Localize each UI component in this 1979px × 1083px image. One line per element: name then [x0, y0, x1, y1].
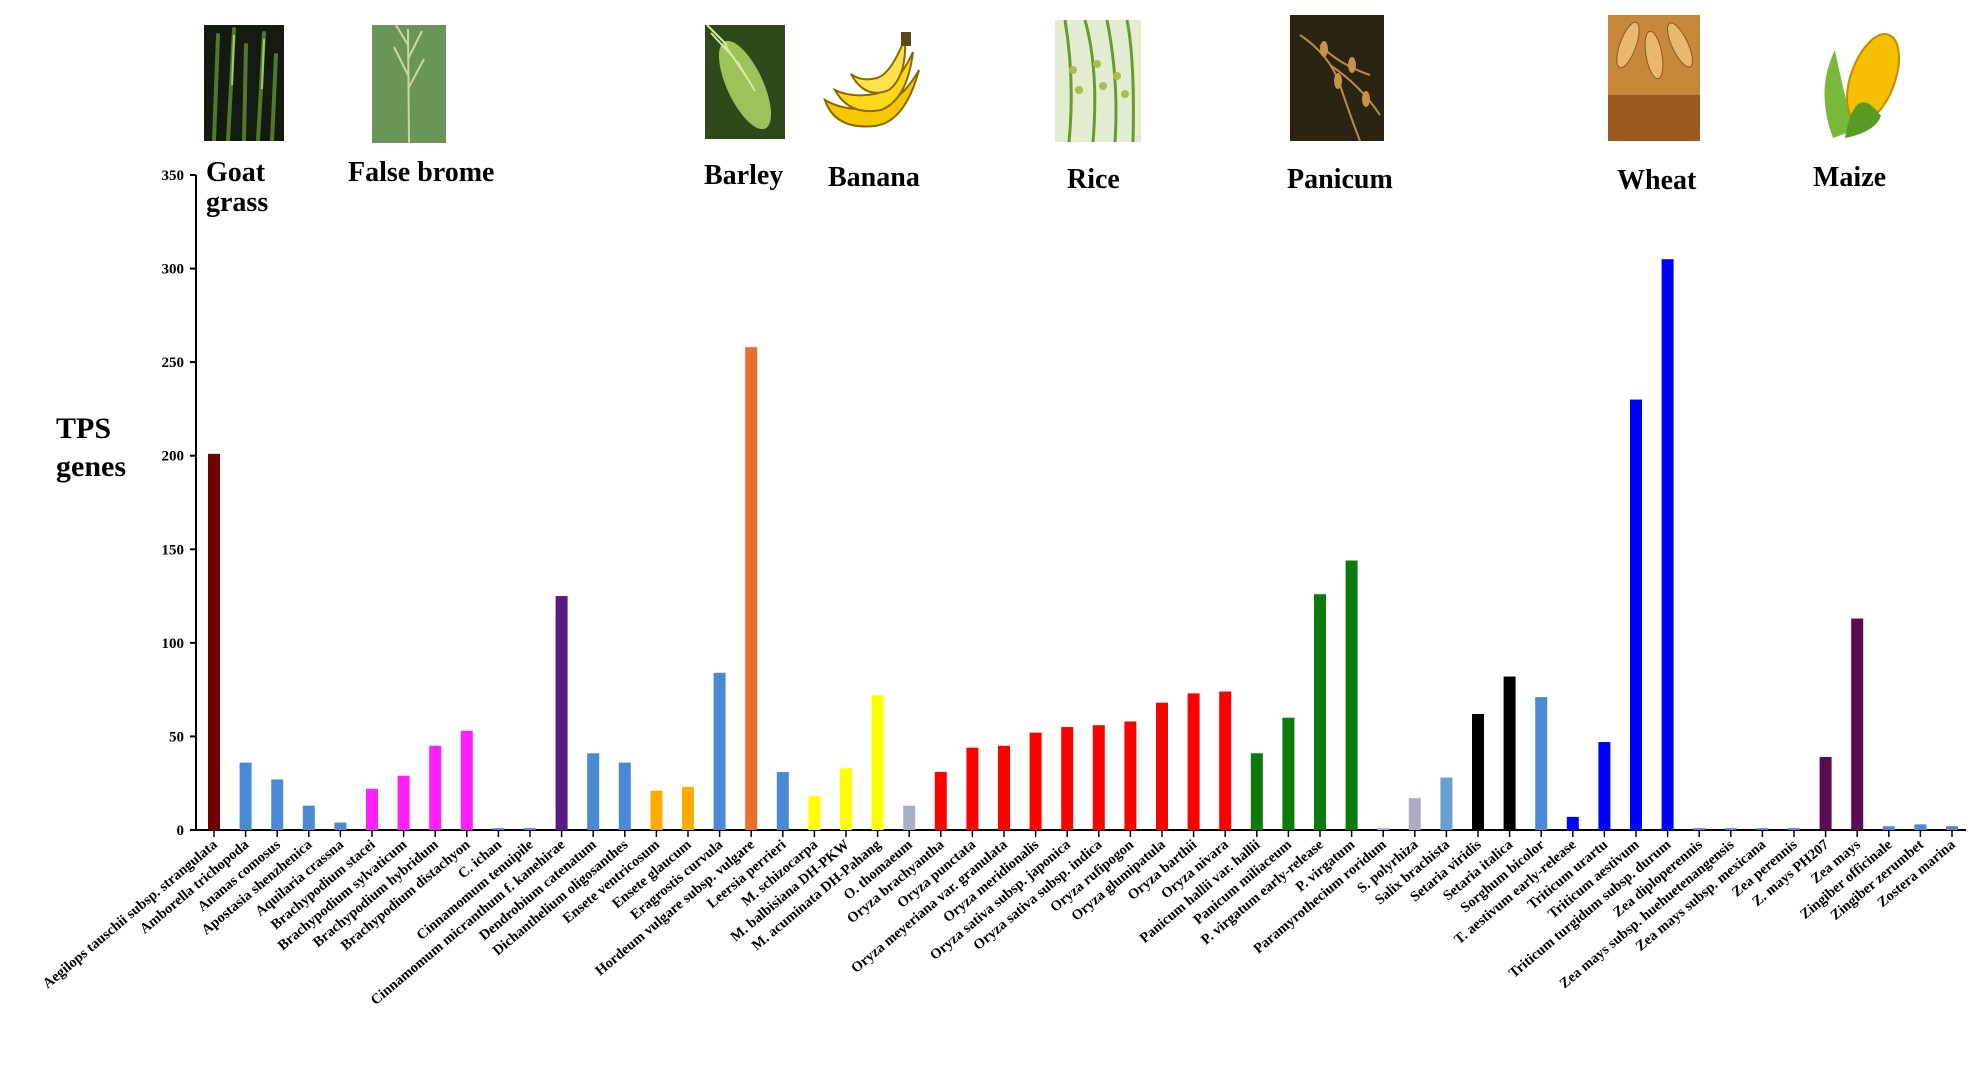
bar: [524, 828, 536, 830]
group-label-wheat: Wheat: [1617, 165, 1697, 196]
bar: [934, 771, 947, 830]
bar: [208, 453, 220, 830]
bar: [366, 788, 378, 830]
bar: [239, 762, 252, 830]
x-tick-labels: Aegilops tauschii subsp. strangulataAmbo…: [40, 830, 1959, 1009]
bar: [682, 786, 694, 830]
bar: [1440, 777, 1453, 830]
bar: [397, 775, 410, 830]
bar: [1408, 798, 1421, 830]
bar: [808, 796, 821, 830]
y-tick-label: 200: [162, 449, 185, 465]
bar: [840, 768, 852, 830]
y-tick-label: 50: [169, 729, 184, 745]
bar: [1061, 727, 1074, 830]
bar: [1282, 717, 1295, 830]
rice-photo: [1055, 20, 1141, 142]
bar: [1788, 828, 1800, 830]
banana-photo: [823, 32, 920, 128]
y-ticks: 0 50 100 150 200 250 300 350: [162, 168, 196, 839]
bar: [302, 805, 315, 830]
bar: [1661, 259, 1674, 830]
wheat-photo: [1608, 15, 1700, 141]
bar: [650, 790, 663, 830]
bar: [776, 771, 789, 830]
bar: [1946, 826, 1958, 830]
bar: [1219, 691, 1232, 830]
bar: [1851, 618, 1864, 830]
group-label-rice: Rice: [1067, 164, 1120, 195]
group-label-panicum: Panicum: [1287, 164, 1393, 195]
bar: [998, 745, 1010, 830]
bar: [1503, 676, 1516, 830]
y-tick-label: 300: [162, 262, 185, 278]
group-label-barley: Barley: [704, 160, 784, 191]
bar: [1092, 725, 1105, 830]
y-tick-label: 0: [177, 823, 185, 839]
bar: [334, 822, 347, 830]
bar: [1566, 816, 1579, 830]
bar: [1314, 594, 1326, 830]
bar: [555, 596, 568, 830]
x-tick-label: Aegilops tauschii subsp. strangulata: [40, 836, 221, 992]
bars: [208, 259, 1958, 830]
bar: [1724, 828, 1737, 830]
y-tick-label: 100: [162, 636, 185, 652]
bar: [1914, 824, 1927, 830]
maize-photo: [1824, 33, 1900, 138]
bar: [1472, 713, 1484, 830]
group-label-maize: Maize: [1813, 162, 1887, 193]
group-label-goat-grass: Goat grass: [206, 157, 269, 218]
bar: [1156, 702, 1168, 830]
y-tick-label: 250: [162, 355, 185, 371]
bar: [1345, 560, 1358, 830]
bar: [1598, 742, 1611, 830]
bar: [1630, 399, 1642, 830]
panicum-photo: [1290, 15, 1384, 141]
bar: [903, 805, 916, 830]
y-tick-label: 150: [162, 542, 185, 558]
y-tick-label: 350: [162, 168, 185, 184]
goat-grass-photo: [204, 25, 284, 141]
bar: [1124, 721, 1137, 830]
barley-photo: [705, 25, 785, 139]
bar: [1693, 828, 1706, 830]
bar: [492, 828, 505, 830]
group-label-banana: Banana: [828, 162, 920, 193]
bar: [1187, 693, 1200, 830]
bar: [1377, 828, 1390, 830]
group-label-false-brome: False brome: [348, 157, 495, 188]
bar: [429, 745, 442, 830]
bar: [1882, 826, 1895, 830]
bar: [618, 762, 631, 830]
y-axis-title: TPS genes: [56, 412, 126, 483]
bar: [1535, 697, 1548, 830]
bar: [1819, 757, 1832, 830]
bar: [966, 747, 979, 830]
bar: [713, 672, 726, 830]
bar: [871, 695, 884, 830]
false-brome-photo: [372, 25, 446, 143]
bar: [745, 347, 758, 830]
bar: [271, 779, 284, 830]
bar: [1029, 732, 1042, 830]
bar: [460, 730, 473, 830]
bar: [587, 753, 600, 830]
bar: [1756, 828, 1769, 830]
bar: [1250, 753, 1263, 830]
